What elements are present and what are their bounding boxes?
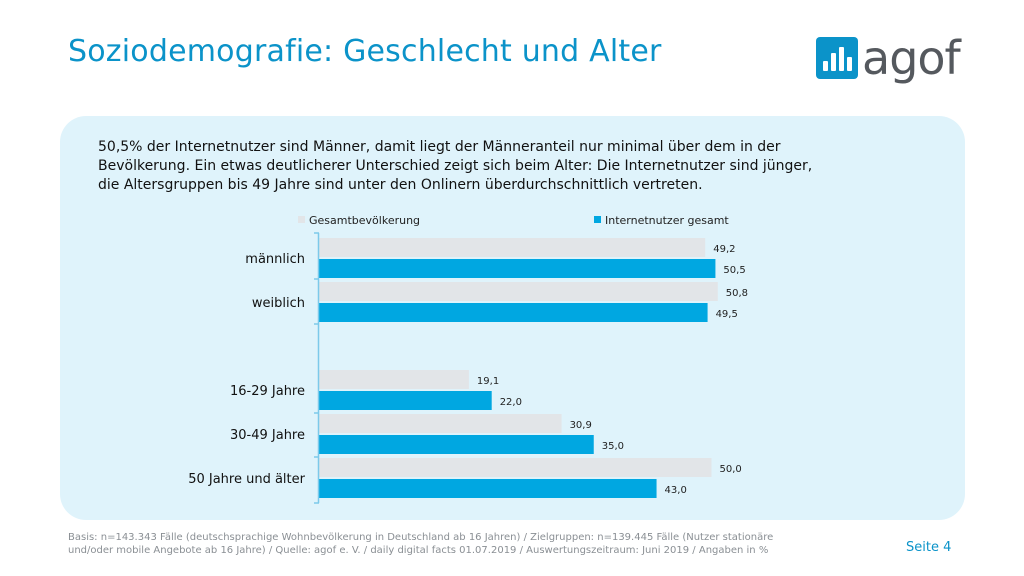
category-label: männlich (245, 252, 305, 267)
footer-note: Basis: n=143.343 Fälle (deutschsprachige… (68, 531, 828, 557)
agof-logo: agof (816, 31, 961, 85)
intro-text: 50,5% der Internetnutzer sind Männer, da… (98, 138, 938, 195)
legend-swatch (594, 216, 601, 223)
bar (319, 414, 562, 433)
data-label: 43,0 (665, 485, 687, 496)
bar (319, 479, 657, 498)
legend-label: Internetnutzer gesamt (605, 214, 729, 227)
data-label: 22,0 (500, 397, 522, 408)
intro-line: Bevölkerung. Ein etwas deutlicherer Unte… (98, 158, 813, 174)
footer-line: Basis: n=143.343 Fälle (deutschsprachige… (68, 532, 774, 543)
bar (319, 370, 469, 389)
legend-label: Gesamtbevölkerung (309, 214, 420, 227)
bar (319, 282, 718, 301)
data-label: 49,2 (713, 244, 735, 255)
category-label: weiblich (252, 296, 305, 311)
data-label: 30,9 (570, 420, 592, 431)
data-label: 35,0 (602, 441, 624, 452)
category-label: 30-49 Jahre (230, 428, 305, 443)
data-label: 49,5 (716, 309, 738, 320)
intro-line: 50,5% der Internetnutzer sind Männer, da… (98, 139, 781, 155)
bar (319, 238, 706, 257)
bar (319, 458, 712, 477)
data-label: 50,0 (720, 464, 742, 475)
footer-line: und/oder mobile Angebote ab 16 Jahre) / … (68, 545, 769, 556)
logo-text: agof (862, 31, 961, 85)
bar (319, 303, 708, 322)
category-label: 16-29 Jahre (230, 384, 305, 399)
data-label: 50,8 (726, 288, 748, 299)
bar (319, 391, 492, 410)
intro-line: die Altersgruppen bis 49 Jahre sind unte… (98, 177, 703, 193)
category-label: 50 Jahre und älter (188, 472, 305, 487)
page-title: Soziodemografie: Geschlecht und Alter (68, 34, 662, 69)
data-label: 19,1 (477, 376, 499, 387)
bar (319, 435, 594, 454)
bar (319, 259, 716, 278)
data-label: 50,5 (723, 265, 745, 276)
legend-swatch (298, 216, 305, 223)
bar-chart-icon (816, 37, 858, 79)
page-number: Seite 4 (906, 540, 952, 555)
